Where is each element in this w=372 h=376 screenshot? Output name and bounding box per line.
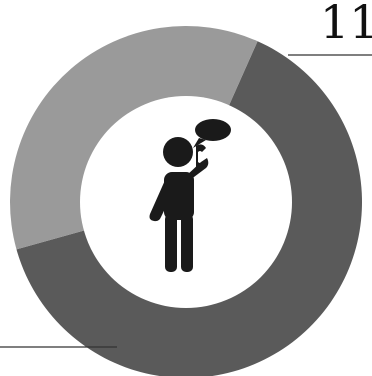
person-on-phone-icon: [149, 119, 231, 272]
slice-label-1: 11: [320, 0, 372, 49]
